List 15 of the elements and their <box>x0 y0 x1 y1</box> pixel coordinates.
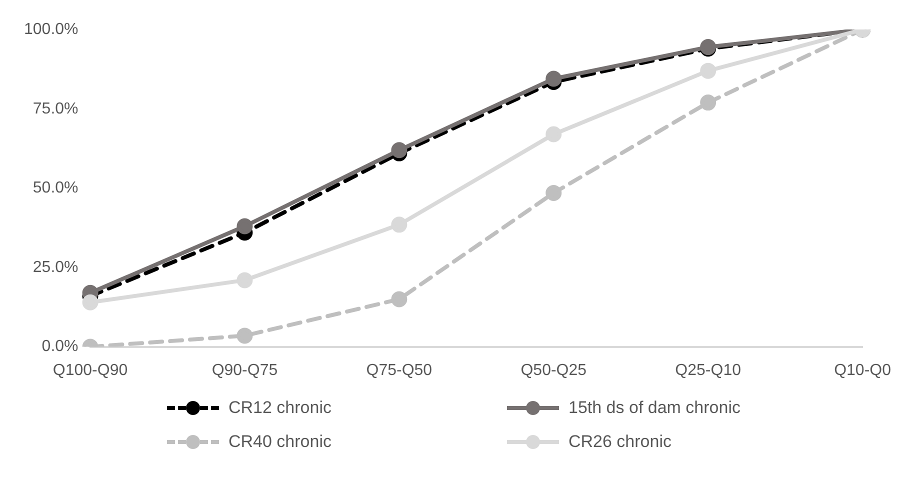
x-tick-label: Q100-Q90 <box>52 362 128 379</box>
legend-label: 15th ds of dam chronic <box>568 398 740 418</box>
legend-label: CR40 chronic <box>228 432 332 452</box>
legend-label: CR26 chronic <box>568 432 672 452</box>
x-tick-label: Q50-Q25 <box>520 362 587 379</box>
y-tick-label: 25.0% <box>32 258 78 276</box>
legend-label: CR12 chronic <box>228 398 332 418</box>
x-tick-label: Q10-Q0 <box>834 362 892 379</box>
y-tick-label: 0.0% <box>42 338 78 356</box>
y-tick-label: 100.0% <box>24 21 78 38</box>
x-tick-label: Q25-Q10 <box>675 362 742 379</box>
y-tick-label: 50.0% <box>32 180 78 197</box>
x-tick-label: Q75-Q50 <box>366 362 432 379</box>
y-tick-label: 75.0% <box>32 100 78 118</box>
x-tick-label: Q90-Q75 <box>212 362 278 379</box>
